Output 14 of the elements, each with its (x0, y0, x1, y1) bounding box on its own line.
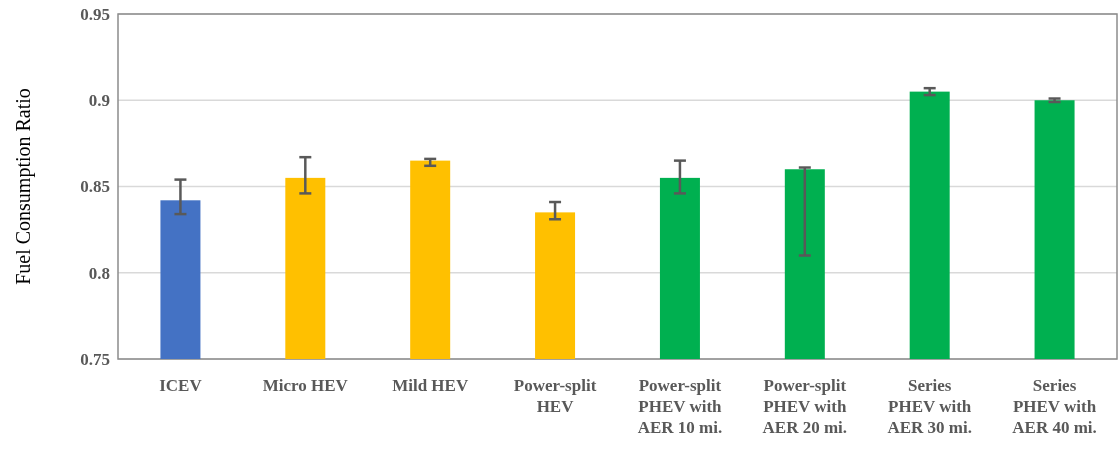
x-tick-label: Micro HEV (262, 376, 349, 395)
y-tick-label: 0.8 (88, 263, 110, 283)
x-tick-label: Power-split HEV (513, 376, 597, 416)
y-tick-label: 0.95 (80, 4, 110, 24)
y-tick-label: 0.75 (80, 349, 110, 369)
y-tick-label: 0.9 (88, 91, 110, 111)
x-tick-label: Mild HEV (392, 376, 469, 395)
x-tick-label: Power-split PHEV with AER 20 mi. (762, 376, 848, 437)
y-tick-label: 0.85 (80, 177, 110, 197)
x-tick-label: Series PHEV with AER 30 mi. (887, 376, 972, 437)
x-tick-label: Series PHEV with AER 40 mi. (1012, 376, 1097, 437)
x-tick-label: Power-split PHEV with AER 10 mi. (637, 376, 723, 437)
x-tick-label: ICEV (159, 376, 203, 395)
y-axis-title: Fuel Consumption Ratio (12, 88, 35, 285)
